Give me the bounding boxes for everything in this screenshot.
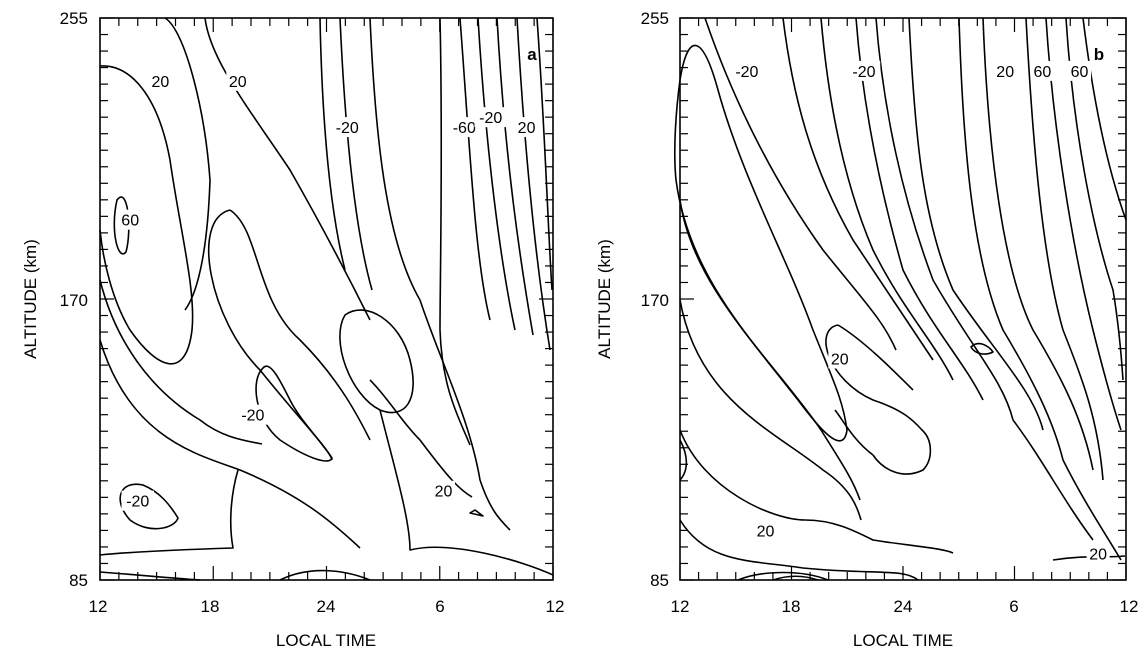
contour-label: -20	[241, 408, 264, 425]
x-tick-label: 18	[782, 597, 801, 616]
contour-label: 60	[1033, 64, 1051, 81]
x-tick-label: 12	[546, 597, 565, 616]
contour-label-background	[236, 404, 270, 425]
contour-label: 20	[757, 523, 775, 540]
contour-label: 20	[435, 484, 453, 501]
axis-ticks-b	[679, 17, 1127, 581]
contour-label-background	[993, 60, 1017, 81]
contour-label-background	[432, 480, 456, 501]
y-tick-label: 255	[60, 9, 88, 28]
contour-label: -20	[852, 64, 875, 81]
contour-label-background	[121, 490, 154, 511]
contour-label-background	[515, 117, 539, 138]
y-axis-title: ALTITUDE (km)	[21, 239, 40, 359]
contour-label-background	[148, 70, 172, 91]
contour-label-background	[753, 520, 777, 541]
contour-label: 60	[1071, 64, 1089, 81]
y-tick-label: 255	[641, 9, 669, 28]
x-axis-title: LOCAL TIME	[276, 631, 376, 650]
x-axis-title: LOCAL TIME	[853, 631, 953, 650]
contour-label-background	[226, 70, 250, 91]
contour-label-background	[730, 60, 764, 81]
x-tick-label: 12	[89, 597, 108, 616]
contour-label-background	[1086, 543, 1110, 564]
contour-label-background	[118, 209, 142, 230]
y-tick-label: 170	[60, 291, 88, 310]
contour-label: -20	[126, 494, 149, 511]
contour-label: -20	[336, 120, 359, 137]
contour-label-background	[448, 117, 481, 138]
x-tick-label: 12	[1120, 597, 1139, 616]
contour-label: -20	[479, 110, 502, 127]
contour-label: 20	[152, 74, 170, 91]
y-axis-title: ALTITUDE (km)	[595, 239, 614, 359]
x-tick-label: 12	[671, 597, 690, 616]
contour-chart-b: -20 -20 20 60 60 20 20 20 255 170 85 12 18 24 6…	[595, 9, 1139, 650]
contour-label: -20	[735, 64, 758, 81]
contour-lines-b	[673, 17, 1127, 581]
panel-letter: a	[527, 45, 537, 64]
contour-label-background	[828, 348, 852, 369]
contour-label-background	[474, 107, 507, 128]
contour-label-background	[331, 117, 364, 138]
contour-label-background	[1030, 60, 1054, 81]
x-tick-label: 24	[317, 597, 336, 616]
contour-label: 60	[121, 213, 139, 230]
contour-label: 20	[229, 74, 247, 91]
x-tick-label: 24	[894, 597, 913, 616]
contour-label: 20	[996, 64, 1014, 81]
y-tick-label: 85	[650, 571, 669, 590]
contour-label-masks-b: -20 -20 20 60 60 20 20 20	[730, 60, 1110, 564]
contour-label: 20	[1089, 547, 1107, 564]
x-tick-label: 18	[201, 597, 220, 616]
x-tick-label: 6	[435, 597, 444, 616]
contour-label: 20	[518, 120, 536, 137]
axis-ticks-a	[99, 17, 554, 581]
x-tick-label: 6	[1009, 597, 1018, 616]
contour-panel-b: -20 -20 20 60 60 20 20 20 255 170 85 12 18 24 6…	[573, 0, 1146, 652]
contour-label: -60	[453, 120, 476, 137]
y-tick-label: 170	[641, 291, 669, 310]
panel-letter: b	[1094, 45, 1104, 64]
contour-lines-a	[99, 17, 554, 581]
contour-label-background	[1068, 60, 1092, 81]
plot-frame-b	[679, 17, 1127, 581]
y-tick-label: 85	[69, 571, 88, 590]
contour-label: 20	[831, 352, 849, 369]
contour-label-background	[847, 60, 881, 81]
contour-panel-a: 20 20 -20 -60 -20 20 60 -20 20 -20 255 170 85 12 …	[0, 0, 573, 652]
